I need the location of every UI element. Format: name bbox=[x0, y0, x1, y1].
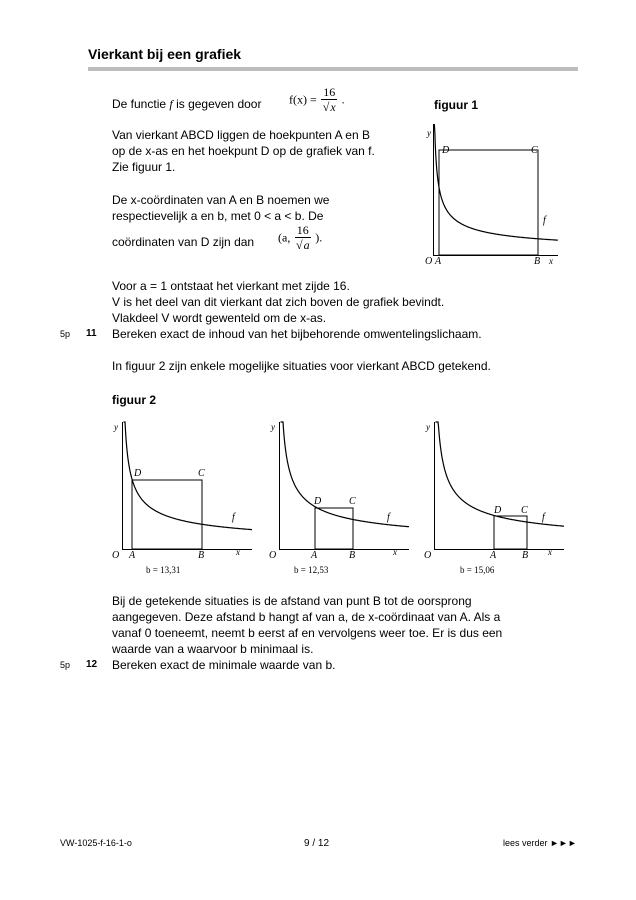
question-11-text: Bereken exact de inhoud van het bijbehor… bbox=[112, 327, 482, 341]
graph-f bbox=[280, 421, 409, 528]
paragraph-1: Van vierkant ABCD liggen de hoekpunten A… bbox=[112, 127, 422, 175]
x-axis-label: x bbox=[547, 547, 552, 557]
coord-close: ). bbox=[315, 230, 323, 245]
paragraph-2: De x-coördinaten van A en B noemen we re… bbox=[112, 192, 422, 224]
point-c-label: C bbox=[521, 505, 528, 516]
y-axis bbox=[434, 422, 435, 550]
paragraph-1-line: Zie figuur 1. bbox=[112, 160, 176, 174]
question-12-text: Bereken exact de minimale waarde van b. bbox=[112, 658, 336, 672]
page-title: Vierkant bij een grafiek bbox=[88, 46, 242, 62]
formula-period: . bbox=[341, 92, 345, 107]
paragraph-5: Bij de getekende situaties is de afstand… bbox=[112, 593, 502, 657]
b-value-label: b = 13,31 bbox=[146, 565, 180, 575]
point-a-label: A bbox=[310, 550, 318, 561]
point-d-label: D bbox=[441, 145, 450, 156]
intro-function-name: f bbox=[169, 97, 173, 111]
point-c-label: C bbox=[349, 496, 356, 507]
graph-f-label: f bbox=[543, 215, 547, 226]
paragraph-2-line: respectievelijk a en b, met 0 < a < b. D… bbox=[112, 209, 324, 223]
coord-numerator: 16 bbox=[294, 223, 311, 238]
footer-page-number: 9 / 12 bbox=[304, 838, 330, 849]
formula-denominator: √x bbox=[322, 99, 336, 114]
graph-f-label: f bbox=[232, 512, 236, 523]
y-axis-label: y bbox=[113, 422, 118, 432]
y-axis bbox=[279, 422, 280, 550]
paragraph-3-line: Voor a = 1 ontstaat het vierkant met zij… bbox=[112, 279, 350, 293]
paragraph-1-line: op de x-as en het hoekpunt D op de grafi… bbox=[112, 144, 375, 158]
title-rule bbox=[88, 67, 578, 71]
figure-1-caption: figuur 1 bbox=[434, 98, 478, 112]
y-axis bbox=[433, 124, 434, 256]
b-value-label: b = 12,53 bbox=[294, 565, 329, 575]
point-a-label: A bbox=[489, 550, 497, 561]
figure-2-panel-3: y D C f O A B x b = 15,06 bbox=[424, 421, 564, 575]
paragraph-2-coordinates: coördinaten van D zijn dan bbox=[112, 234, 254, 250]
point-d-label: D bbox=[313, 496, 322, 507]
graph-f bbox=[435, 421, 564, 527]
point-a-label: A bbox=[434, 256, 442, 266]
origin-label: O bbox=[112, 550, 119, 561]
intro-text-1: De functie bbox=[112, 97, 167, 111]
y-axis bbox=[122, 422, 123, 550]
point-b-label: B bbox=[534, 256, 540, 266]
formula-numerator: 16 bbox=[321, 85, 338, 100]
paragraph-5-line: Bij de getekende situaties is de afstand… bbox=[112, 594, 472, 608]
figure-2-panel-2: y D C f O A B x b = 12,53 bbox=[269, 421, 409, 575]
x-axis-label: x bbox=[235, 547, 240, 557]
point-b-label: B bbox=[522, 550, 528, 561]
graph-f-label: f bbox=[542, 512, 546, 523]
point-c-label: C bbox=[531, 145, 538, 156]
y-axis-label: y bbox=[270, 422, 275, 432]
point-b-label: B bbox=[198, 550, 204, 561]
paragraph-3-line: V is het deel van dit vierkant dat zich … bbox=[112, 295, 445, 309]
coord-open: (a, bbox=[278, 230, 291, 245]
question-11-score: 5p bbox=[60, 329, 71, 339]
square-abcd bbox=[131, 479, 203, 550]
figure-2-panel-1: y D C f O A B x b = 13,31 bbox=[112, 421, 252, 575]
x-axis-label: x bbox=[392, 547, 397, 557]
graph-f-label: f bbox=[387, 512, 391, 523]
formula-lhs: f(x) = bbox=[289, 92, 317, 107]
formula-fraction: 16 √x bbox=[321, 85, 338, 114]
origin-label: O bbox=[424, 550, 431, 561]
intro-line: De functie f is gegeven door bbox=[112, 96, 261, 112]
graph-f bbox=[433, 124, 558, 241]
paragraph-3-line: Vlakdeel V wordt gewenteld om de x-as. bbox=[112, 311, 327, 325]
paragraph-5-line: waarde van a waarvoor b minimaal is. bbox=[112, 642, 314, 656]
point-d-label: D bbox=[133, 468, 142, 479]
footer-code: VW-1025-f-16-1-o bbox=[60, 838, 132, 848]
formula-d-coordinates: (a, 16 √a ). bbox=[278, 224, 322, 252]
point-a-label: A bbox=[128, 550, 136, 561]
square-abcd bbox=[438, 149, 539, 256]
square-abcd bbox=[493, 515, 528, 550]
figure-1: y D C f O A B x bbox=[425, 124, 558, 266]
paragraph-1-line: Van vierkant ABCD liggen de hoekpunten A… bbox=[112, 128, 370, 142]
intro-text-2: is gegeven door bbox=[176, 97, 262, 111]
paragraph-5-line: vanaf 0 toeneemt, neemt b eerst af en ve… bbox=[112, 626, 503, 640]
point-c-label: C bbox=[198, 468, 205, 479]
coord-denominator: √a bbox=[295, 237, 310, 252]
point-d-label: D bbox=[493, 505, 502, 516]
coord-fraction: 16 √a bbox=[294, 223, 311, 252]
b-value-label: b = 15,06 bbox=[460, 565, 495, 575]
paragraph-4: In figuur 2 zijn enkele mogelijke situat… bbox=[112, 359, 491, 373]
footer-next: lees verder ►►► bbox=[503, 838, 577, 848]
y-axis-label: y bbox=[426, 128, 431, 138]
origin-label: O bbox=[269, 550, 276, 561]
paragraph-2-line: coördinaten van D zijn dan bbox=[112, 235, 255, 249]
figure-2-caption: figuur 2 bbox=[112, 393, 156, 407]
square-abcd bbox=[314, 507, 354, 550]
question-12-score: 5p bbox=[60, 660, 71, 670]
x-axis-label: x bbox=[548, 256, 553, 266]
formula-f: f(x) = 16 √x . bbox=[289, 86, 345, 114]
paragraph-2-line: De x-coördinaten van A en B noemen we bbox=[112, 193, 330, 207]
point-b-label: B bbox=[349, 550, 355, 561]
origin-label: O bbox=[425, 256, 432, 266]
graph-f bbox=[123, 421, 252, 531]
paragraph-3: Voor a = 1 ontstaat het vierkant met zij… bbox=[112, 278, 444, 326]
question-11-number: 11 bbox=[86, 328, 97, 339]
paragraph-5-line: aangegeven. Deze afstand b hangt af van … bbox=[112, 610, 501, 624]
question-12-number: 12 bbox=[86, 659, 98, 670]
y-axis-label: y bbox=[425, 422, 430, 432]
